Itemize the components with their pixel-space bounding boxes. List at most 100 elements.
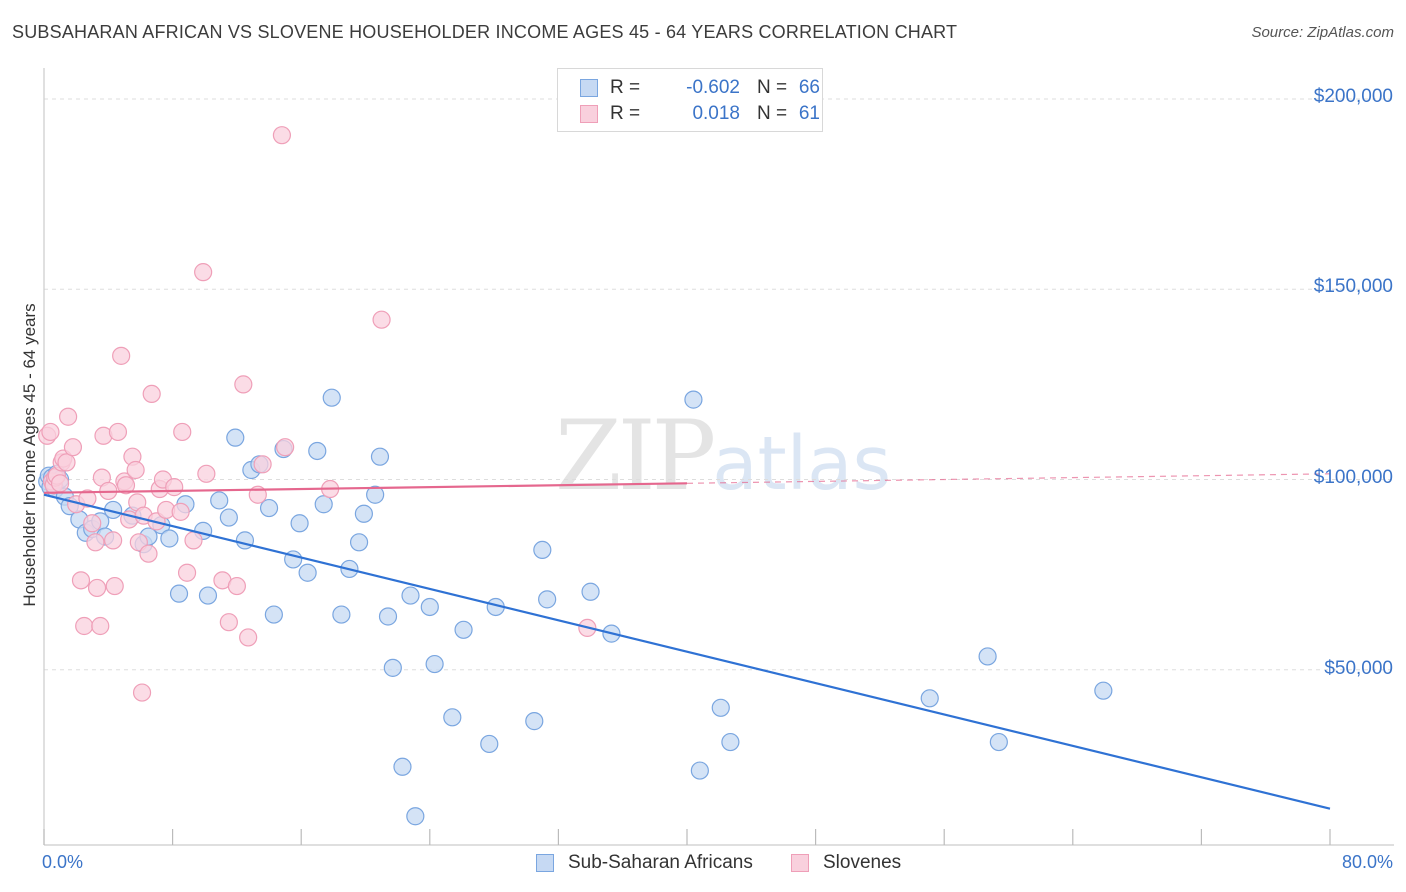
subsaharan-point bbox=[721, 732, 740, 752]
subsaharan-point bbox=[920, 689, 939, 708]
subsaharan-point bbox=[322, 388, 341, 407]
subsaharan-point bbox=[264, 605, 283, 624]
slovene-point bbox=[227, 576, 246, 596]
x-tick-80: 80.0% bbox=[1341, 852, 1393, 872]
y-tick-200000: $200,000 bbox=[1313, 86, 1393, 107]
subsaharan-point bbox=[684, 390, 703, 409]
slovene-point bbox=[239, 628, 258, 647]
subsaharan-point bbox=[259, 498, 279, 518]
subsaharan-point bbox=[226, 428, 245, 447]
subsaharan-point bbox=[989, 732, 1008, 752]
subsaharan-point bbox=[1094, 681, 1113, 700]
legend-swatch-blue bbox=[580, 79, 598, 97]
slovene-point bbox=[83, 514, 102, 533]
subsaharan-point bbox=[198, 586, 218, 605]
x-tick-0: 0.0% bbox=[42, 852, 84, 872]
slovene-point bbox=[112, 346, 131, 365]
slovene-point bbox=[139, 544, 158, 563]
source-label: Source: ZipAtlas.com bbox=[1251, 24, 1394, 41]
slovene-point bbox=[57, 453, 76, 472]
subsaharan-point bbox=[332, 605, 351, 624]
legend-r-label: R = bbox=[610, 103, 641, 124]
stats-legend: R = -0.602 N = 66 R = 0.018 N = 61 bbox=[557, 68, 823, 132]
subsaharan-point bbox=[366, 485, 385, 504]
bottom-legend-swatch-blue bbox=[536, 854, 554, 872]
legend-r-value: 0.018 bbox=[692, 103, 740, 124]
slovene-point bbox=[86, 533, 105, 552]
subsaharan-point bbox=[420, 597, 439, 617]
slovene-point bbox=[104, 531, 123, 550]
slovene-point bbox=[108, 422, 128, 442]
slovene-point bbox=[276, 438, 295, 457]
slovene-point bbox=[372, 310, 391, 329]
legend-n-label: N = bbox=[757, 103, 788, 124]
slovene-point bbox=[142, 384, 161, 404]
slovene-point bbox=[59, 407, 78, 426]
subsaharan-trend-line bbox=[43, 493, 1331, 810]
slovene-point bbox=[197, 464, 216, 483]
slovene-point bbox=[253, 455, 272, 474]
subsaharan-point bbox=[425, 654, 444, 674]
subsaharan-point bbox=[298, 563, 317, 582]
subsaharan-point bbox=[443, 708, 462, 727]
subsaharan-point bbox=[308, 441, 327, 461]
subsaharan-point bbox=[314, 495, 333, 514]
slovene-point bbox=[71, 571, 91, 590]
slovene-point bbox=[132, 683, 152, 702]
subsaharan-point bbox=[210, 491, 229, 510]
subsaharan-point bbox=[581, 582, 600, 601]
subsaharan-point bbox=[290, 514, 309, 533]
slovene-point bbox=[194, 263, 213, 282]
slovene-point bbox=[87, 578, 107, 598]
chart-title: SUBSAHARAN AFRICAN VS SLOVENE HOUSEHOLDE… bbox=[12, 22, 958, 42]
slovene-point bbox=[105, 576, 124, 596]
slovene-point bbox=[173, 422, 192, 442]
subsaharan-point bbox=[393, 757, 412, 776]
slovene-point bbox=[165, 478, 184, 497]
y-tick-150000: $150,000 bbox=[1313, 276, 1393, 297]
bottom-legend-label: Sub-Saharan Africans bbox=[568, 852, 753, 873]
subsaharan-point bbox=[538, 590, 557, 609]
legend-n-value: 61 bbox=[798, 103, 820, 124]
slovene-point bbox=[171, 502, 190, 521]
subsaharan-point bbox=[401, 586, 420, 605]
y-tick-100000: $100,000 bbox=[1313, 467, 1393, 488]
slovene-point bbox=[91, 616, 110, 636]
subsaharan-point bbox=[169, 584, 189, 603]
legend-n-value: 66 bbox=[798, 77, 820, 98]
subsaharan-point bbox=[354, 504, 373, 523]
slovene-point bbox=[272, 126, 292, 145]
subsaharan-point bbox=[383, 658, 402, 677]
subsaharan-point bbox=[219, 508, 238, 527]
subsaharan-point bbox=[480, 734, 499, 754]
slovene-point bbox=[41, 422, 60, 442]
slovene-point bbox=[116, 476, 136, 495]
slovene-point bbox=[50, 474, 70, 493]
legend-r-value: -0.602 bbox=[686, 77, 740, 98]
subsaharan-point bbox=[370, 447, 390, 466]
subsaharan-point bbox=[525, 712, 544, 731]
subsaharan-point bbox=[454, 620, 473, 639]
slovene-point bbox=[126, 460, 145, 480]
subsaharan-point bbox=[349, 533, 369, 552]
slovene-point bbox=[78, 489, 97, 508]
subsaharan-point bbox=[378, 607, 398, 626]
subsaharan-point bbox=[690, 761, 709, 780]
y-axis-label: Householder Income Ages 45 - 64 years bbox=[20, 303, 39, 607]
subsaharan-point bbox=[711, 698, 730, 717]
slovene-point bbox=[75, 616, 94, 636]
bottom-legend-label: Slovenes bbox=[823, 852, 902, 873]
bottom-legend-swatch-pink bbox=[791, 854, 809, 872]
slovene-point bbox=[177, 563, 197, 582]
slovene-point bbox=[219, 613, 238, 632]
legend-r-label: R = bbox=[610, 77, 641, 98]
y-tick-50000: $50,000 bbox=[1324, 658, 1393, 679]
subsaharan-point bbox=[533, 540, 552, 560]
subsaharan-point bbox=[406, 807, 425, 826]
slovene-point bbox=[63, 438, 83, 457]
slovene-trend-extension bbox=[686, 473, 1331, 484]
slovene-point bbox=[234, 375, 253, 394]
subsaharan-point bbox=[978, 647, 997, 666]
slovene-point bbox=[184, 531, 203, 550]
